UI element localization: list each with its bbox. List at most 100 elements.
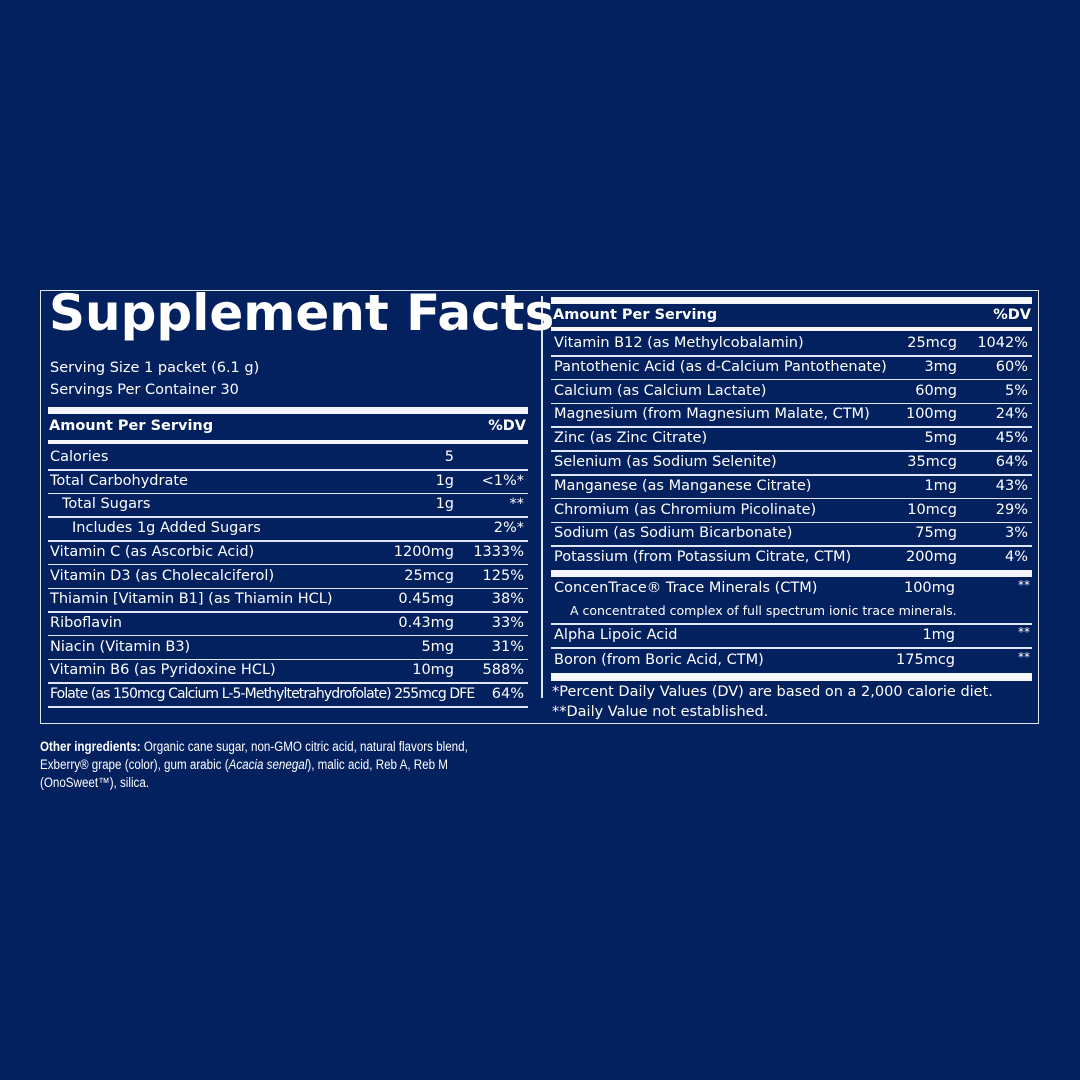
nutrient-amount: 1g — [435, 472, 454, 489]
nutrient-dv: 45% — [995, 430, 1028, 447]
nutrient-amount: 1g — [435, 496, 454, 513]
nutrient-dv: 125% — [482, 567, 524, 584]
nutrient-dv: 5% — [1004, 382, 1028, 399]
row-divider — [551, 355, 1032, 357]
nutrient-amount: 1mg — [924, 477, 957, 494]
row-divider — [551, 497, 1032, 500]
ingredient-amount: 1mg — [922, 627, 955, 643]
nutrient-amount: 10mg — [412, 662, 454, 679]
nutrient-amount: 200mg — [905, 549, 957, 566]
nutrient-amount: 0.43mg — [398, 614, 454, 631]
ingredient-name: Alpha Lipoic Acid — [554, 627, 678, 643]
thick-rule — [551, 673, 1032, 681]
nutrient-dv: 60% — [995, 358, 1028, 375]
nutrient-name: Manganese (as Manganese Citrate) — [554, 477, 812, 494]
nutrient-name: Thiamin [Vitamin B1] (as Thiamin HCL) — [50, 591, 333, 608]
supplement-facts-panel — [40, 290, 1039, 724]
nutrient-amount: 5mg — [421, 638, 454, 655]
nutrient-amount: 3mg — [924, 358, 957, 375]
row-divider — [551, 402, 1032, 405]
nutrient-dv: <1%* — [481, 472, 524, 489]
ingredient-dv: ** — [1018, 625, 1030, 639]
row-divider — [551, 545, 1032, 547]
ingredient-name: ConcenTrace® Trace Minerals (CTM) — [554, 580, 818, 596]
nutrient-dv: 2%* — [493, 520, 524, 537]
serving-size: Serving Size 1 packet (6.1 g) — [50, 360, 260, 376]
row-divider — [48, 563, 528, 566]
row-divider — [48, 469, 528, 471]
nutrient-dv: 43% — [995, 477, 1028, 494]
nutrient-dv: 64% — [491, 686, 524, 702]
nutrient-name: Zinc (as Zinc Citrate) — [554, 430, 708, 447]
medium-rule — [551, 327, 1032, 331]
amount-per-serving-header: Amount Per Serving — [49, 418, 214, 434]
nutrient-name: Potassium (from Potassium Citrate, CTM) — [554, 549, 852, 566]
nutrient-amount: 1200mg — [393, 543, 454, 560]
row-divider — [551, 647, 1032, 649]
row-divider — [551, 521, 1032, 524]
nutrient-amount: 25mcg — [404, 567, 454, 584]
other-ingredients-label: Other ingredients: — [40, 739, 141, 754]
nutrient-dv: 64% — [995, 454, 1028, 470]
other-ingredients-text: Organic cane sugar, non-GMO citric acid,… — [40, 739, 468, 772]
other-ingredients-italic: Acacia senegal — [228, 757, 308, 772]
nutrient-name: Chromium (as Chromium Picolinate) — [554, 501, 817, 518]
ingredient-note: A concentrated complex of full spectrum … — [570, 603, 957, 618]
row-divider — [48, 587, 528, 589]
nutrient-dv: 24% — [995, 406, 1028, 423]
nutrient-name: Selenium (as Sodium Selenite) — [554, 454, 777, 470]
nutrient-name: Niacin (Vitamin B3) — [50, 638, 191, 655]
nutrient-dv: 31% — [491, 638, 524, 655]
dv-header: %DV — [993, 307, 1031, 323]
nutrient-amount: 35mcg — [907, 454, 957, 470]
row-divider — [48, 634, 528, 637]
nutrient-dv: 3% — [1004, 525, 1028, 542]
nutrient-name: Total Carbohydrate — [50, 472, 188, 489]
nutrient-name: Vitamin C (as Ascorbic Acid) — [50, 543, 255, 560]
ingredient-amount: 175mcg — [896, 652, 955, 668]
footnote-not-established: **Daily Value not established. — [552, 704, 769, 720]
nutrient-name: Calcium (as Calcium Lactate) — [554, 382, 767, 399]
row-divider — [48, 658, 528, 661]
ingredient-amount: 100mg — [903, 580, 955, 596]
nutrient-amount: 5 — [444, 449, 454, 465]
nutrient-name: Calories — [50, 449, 109, 465]
nutrient-name: Includes 1g Added Sugars — [72, 520, 261, 537]
nutrient-dv: 1333% — [473, 543, 524, 560]
row-divider — [48, 706, 528, 708]
nutrient-name: Pantothenic Acid (as d-Calcium Pantothen… — [554, 358, 887, 375]
row-divider — [551, 623, 1032, 625]
nutrient-amount: 75mg — [915, 525, 957, 542]
ingredient-name: Boron (from Boric Acid, CTM) — [554, 652, 764, 668]
nutrient-amount: 100mg — [905, 406, 957, 423]
row-divider — [551, 474, 1032, 476]
nutrient-name: Total Sugars — [62, 496, 151, 513]
nutrient-name: Folate (as 150mcg Calcium L-5-Methyltetr… — [50, 686, 475, 702]
servings-per-container: Servings Per Container 30 — [50, 382, 239, 398]
thick-rule — [48, 407, 528, 414]
nutrient-amount: 5mg — [924, 430, 957, 447]
nutrient-dv: ** — [509, 496, 525, 513]
nutrient-dv: 4% — [1004, 549, 1028, 566]
nutrient-dv: 1042% — [977, 335, 1028, 351]
nutrient-amount: 10mcg — [907, 501, 957, 518]
nutrient-dv: 33% — [491, 614, 524, 631]
row-divider — [551, 426, 1032, 428]
row-divider — [48, 611, 528, 613]
ingredient-dv: ** — [1018, 650, 1030, 664]
row-divider — [48, 540, 528, 542]
thick-rule — [551, 297, 1032, 304]
footnote-dv: *Percent Daily Values (DV) are based on … — [552, 684, 993, 700]
dv-header: %DV — [488, 418, 526, 434]
other-ingredients-text-end: ), malic acid, Reb A, Reb M (OnoSweet™),… — [40, 757, 448, 790]
nutrient-name: Riboflavin — [50, 614, 122, 631]
nutrient-dv: 29% — [995, 501, 1028, 518]
page-title: Supplement Facts — [49, 284, 555, 342]
amount-per-serving-header: Amount Per Serving — [553, 307, 718, 323]
ingredient-dv: ** — [1018, 578, 1030, 592]
nutrient-name: Vitamin B6 (as Pyridoxine HCL) — [50, 662, 276, 679]
row-divider — [48, 682, 528, 684]
row-divider — [48, 492, 528, 495]
nutrient-name: Sodium (as Sodium Bicarbonate) — [554, 525, 793, 542]
nutrient-amount: 60mg — [915, 382, 957, 399]
